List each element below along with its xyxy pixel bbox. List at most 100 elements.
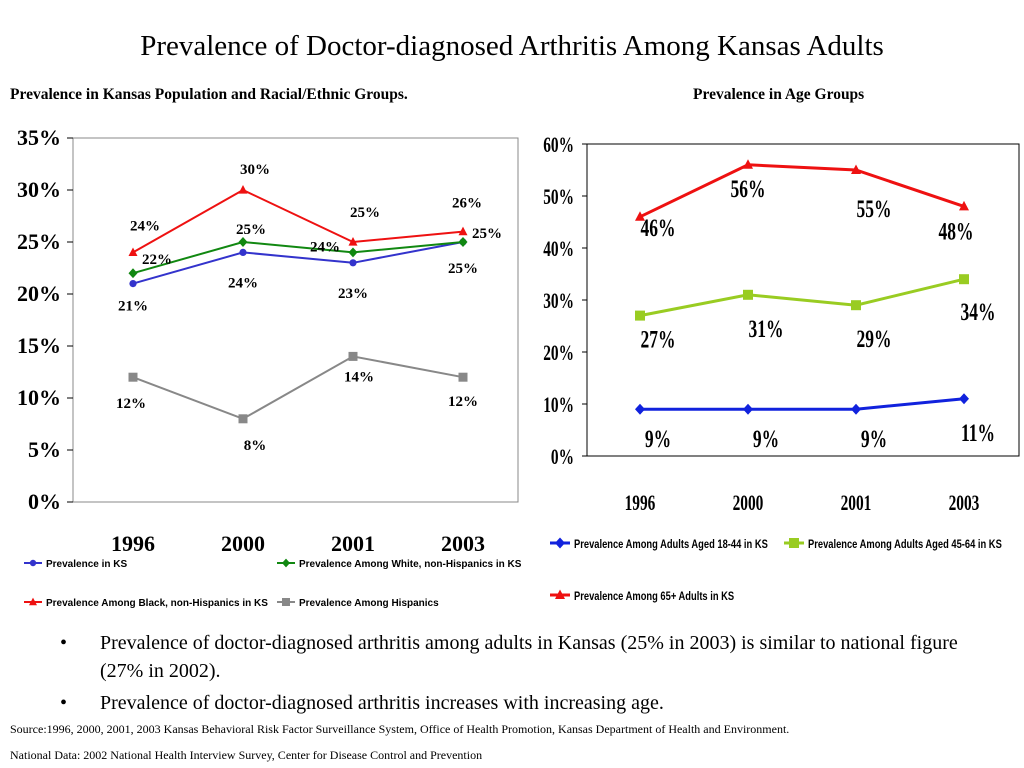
data-point	[743, 403, 753, 415]
data-label: 9%	[753, 425, 779, 453]
bullet-list: • Prevalence of doctor-diagnosed arthrit…	[60, 629, 960, 721]
data-point	[458, 226, 468, 236]
series-group: 9% 9% 9% 11%	[635, 393, 995, 453]
series-group: 12% 8% 14% 12%	[116, 351, 478, 454]
legend-item: Prevalence Among Black, non-Hispanics in…	[24, 597, 268, 609]
data-label: 11%	[961, 419, 995, 447]
x-tick-label: 2003	[949, 491, 980, 515]
data-point	[238, 185, 248, 194]
data-label: 27%	[641, 326, 676, 354]
legend-item: Prevalence Among Adults Aged 18-44 in KS	[550, 537, 768, 551]
x-tick-label: 2000	[221, 531, 265, 556]
y-tick-label: 60%	[543, 133, 574, 157]
series-line	[639, 163, 965, 219]
data-label: 12%	[448, 394, 478, 410]
data-label: 56%	[731, 175, 766, 203]
y-tick-label: 50%	[543, 185, 574, 209]
y-tick-label: 20%	[543, 341, 574, 365]
data-point	[959, 274, 969, 285]
legend-label: Prevalence Among Hispanics	[299, 598, 439, 609]
data-point	[458, 372, 468, 382]
legend-item: Prevalence Among 65+ Adults in KS	[550, 589, 734, 603]
series-line	[132, 188, 464, 254]
data-label: 48%	[939, 217, 974, 245]
data-label: 14%	[344, 369, 374, 385]
bullet-text: Prevalence of doctor-diagnosed arthritis…	[100, 632, 958, 682]
series-group: 46% 56% 55% 48%	[635, 159, 973, 245]
data-point	[851, 403, 861, 415]
data-label: 30%	[240, 162, 270, 178]
legend-label: Prevalence Among White, non-Hispanics in…	[299, 559, 522, 570]
data-label: 12%	[116, 396, 146, 412]
data-label: 24%	[310, 239, 340, 255]
national-data-note: National Data: 2002 National Health Inte…	[10, 748, 483, 762]
data-point	[851, 300, 861, 311]
bullet-dot: •	[60, 692, 68, 714]
data-label: 9%	[861, 425, 887, 453]
data-label: 24%	[228, 275, 258, 291]
data-label: 22%	[142, 252, 172, 268]
data-point	[959, 393, 969, 405]
x-tick-label: 2003	[441, 531, 485, 556]
y-tick-label: 5%	[28, 437, 61, 462]
data-point	[851, 164, 861, 174]
series-line	[132, 355, 464, 420]
data-point	[128, 372, 138, 382]
bullet-item: • Prevalence of doctor-diagnosed arthrit…	[60, 629, 960, 685]
left-chart-subtitle: Prevalence in Kansas Population and Raci…	[10, 86, 408, 103]
data-point	[348, 237, 358, 246]
plot-frame	[72, 137, 519, 503]
data-point	[458, 237, 468, 247]
data-point	[238, 237, 248, 247]
legend-label: Prevalence in KS	[46, 559, 127, 570]
data-label: 55%	[857, 195, 892, 223]
data-point	[128, 247, 138, 256]
data-label: 29%	[857, 325, 892, 353]
data-label: 23%	[338, 286, 368, 302]
series-group: 22% 25% 24% 25%	[128, 222, 502, 279]
x-tick-label: 1996	[111, 531, 155, 556]
data-point	[635, 211, 645, 221]
bullet-text: Prevalence of doctor-diagnosed arthritis…	[100, 692, 664, 714]
legend-item: Prevalence in KS	[24, 559, 127, 570]
right-chart-subtitle: Prevalence in Age Groups	[693, 86, 865, 103]
y-tick-label: 10%	[543, 393, 574, 417]
data-point	[959, 200, 969, 211]
data-point	[282, 598, 290, 606]
data-label: 25%	[236, 222, 266, 238]
legend-item: Prevalence Among Hispanics	[277, 598, 439, 609]
series-line	[132, 240, 464, 275]
legend-label: Prevalence Among 65+ Adults in KS	[574, 590, 734, 603]
x-tick-label: 1996	[625, 491, 656, 515]
data-label: 8%	[244, 438, 267, 454]
data-point	[635, 403, 645, 415]
bullet-item: • Prevalence of doctor-diagnosed arthrit…	[60, 689, 960, 717]
y-tick-label: 10%	[17, 385, 61, 410]
data-label: 24%	[130, 218, 160, 234]
data-point	[555, 589, 565, 599]
data-point	[129, 280, 137, 288]
data-point	[555, 537, 565, 549]
data-point	[128, 268, 138, 279]
y-tick-label: 25%	[17, 229, 61, 254]
series-group: 27% 31% 29% 34%	[635, 274, 995, 353]
y-tick-label: 15%	[17, 333, 61, 358]
x-tick-label: 2000	[733, 491, 764, 515]
data-point	[238, 414, 248, 424]
series-line	[639, 277, 965, 318]
x-tick-label: 2001	[841, 491, 872, 515]
series-line	[640, 397, 965, 411]
data-label: 25%	[472, 226, 502, 242]
data-point	[348, 247, 358, 258]
data-point	[789, 538, 799, 548]
y-tick-label: 40%	[543, 237, 574, 261]
data-label: 25%	[448, 261, 478, 277]
left-line-chart: 0% 5% 10% 15% 20% 25% 30% 35% 1996 2000 2001 2003 21…	[17, 125, 522, 609]
legend-label: Prevalence Among Black, non-Hispanics in…	[46, 598, 268, 609]
legend-item: Prevalence Among Adults Aged 45-64 in KS	[784, 538, 1002, 551]
data-point	[239, 248, 247, 256]
data-label: 34%	[961, 298, 996, 326]
data-label: 21%	[118, 299, 148, 315]
legend-label: Prevalence Among Adults Aged 45-64 in KS	[808, 538, 1002, 551]
